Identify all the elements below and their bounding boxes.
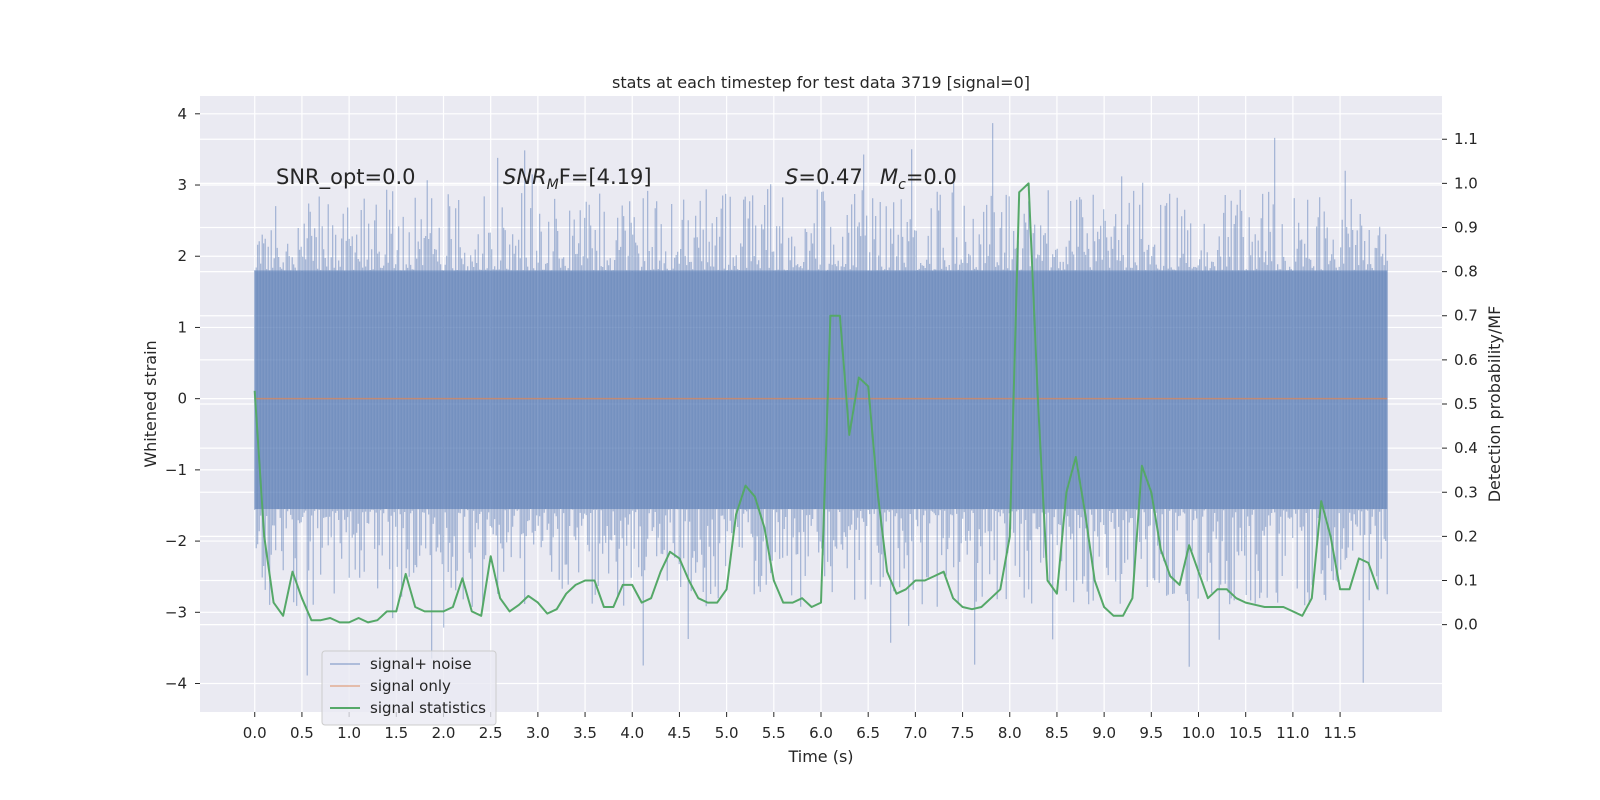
x-tick-label: 8.5 bbox=[1045, 724, 1069, 742]
signal-statistics-line bbox=[253, 182, 1379, 624]
y-left-tick-label: 3 bbox=[177, 176, 187, 194]
x-tick-label: 0.0 bbox=[243, 724, 267, 742]
annotation-snr-mf-symbol: SNR bbox=[503, 165, 547, 189]
y-left-tick-label: 2 bbox=[177, 247, 187, 265]
legend-label-signal-plus-noise: signal+ noise bbox=[370, 655, 472, 673]
x-tick-label: 10.0 bbox=[1182, 724, 1215, 742]
x-axis-ticks: 0.0 0.5 1.0 1.5 2.0 2.5 3.0 3.5 4.0 4.5 5.0 5.5 6.0 6… bbox=[243, 712, 1357, 742]
legend: signal+ noise signal only signal statist… bbox=[321, 650, 497, 726]
y-right-tick-label: 0.6 bbox=[1454, 351, 1478, 369]
x-tick-label: 11.5 bbox=[1323, 724, 1356, 742]
x-tick-label: 2.0 bbox=[432, 724, 456, 742]
y-right-tick-label: 0.7 bbox=[1454, 307, 1478, 325]
x-tick-label: 0.5 bbox=[290, 724, 314, 742]
series-signal-statistics bbox=[253, 182, 1379, 624]
annotation-mc-subscript: c bbox=[898, 177, 906, 193]
x-tick-label: 9.5 bbox=[1139, 724, 1163, 742]
y-left-axis-ticks: −4 −3 −2 −1 0 1 2 3 4 bbox=[165, 105, 200, 693]
x-tick-label: 6.5 bbox=[856, 724, 880, 742]
y-left-tick-label: 4 bbox=[177, 105, 187, 123]
legend-label-signal-statistics: signal statistics bbox=[370, 699, 486, 717]
y-right-tick-label: 0.2 bbox=[1454, 527, 1478, 545]
y-right-tick-label: 0.3 bbox=[1454, 483, 1478, 501]
y-right-axis-ticks: 0.0 0.1 0.2 0.3 0.4 0.5 0.6 0.7 0.8 0.9 1.0 1.1 bbox=[1442, 130, 1478, 634]
x-axis-label: Time (s) bbox=[787, 747, 853, 766]
y-right-tick-label: 0.5 bbox=[1454, 395, 1478, 413]
x-tick-label: 8.0 bbox=[998, 724, 1022, 742]
chart-title: stats at each timestep for test data 371… bbox=[612, 73, 1030, 92]
series-signal-plus-noise bbox=[254, 123, 1388, 683]
noise-spikes bbox=[254, 123, 1388, 683]
x-tick-label: 3.0 bbox=[526, 724, 550, 742]
legend-label-signal-only: signal only bbox=[370, 677, 451, 695]
annotation-snr-mf-subscript: M bbox=[547, 177, 559, 193]
y-right-tick-label: 0.0 bbox=[1454, 616, 1478, 634]
x-tick-label: 4.0 bbox=[620, 724, 644, 742]
annotation-mc-value: =0.0 bbox=[906, 165, 957, 189]
x-tick-label: 2.5 bbox=[479, 724, 503, 742]
y-left-tick-label: 0 bbox=[177, 390, 187, 408]
y-left-tick-label: −4 bbox=[165, 675, 187, 693]
y-right-tick-label: 0.9 bbox=[1454, 218, 1478, 236]
y-right-tick-label: 0.4 bbox=[1454, 439, 1478, 457]
x-tick-label: 1.0 bbox=[337, 724, 361, 742]
y-left-axis-label: Whitened strain bbox=[141, 340, 160, 467]
x-tick-label: 5.5 bbox=[762, 724, 786, 742]
x-tick-label: 7.0 bbox=[903, 724, 927, 742]
annotation-mc: Mc=0.0 bbox=[880, 165, 957, 193]
x-tick-label: 11.0 bbox=[1276, 724, 1309, 742]
annotation-s: S=0.47 bbox=[785, 165, 863, 189]
annotation-snr-mf: SNRMF=[4.19] bbox=[503, 165, 652, 193]
x-tick-label: 6.0 bbox=[809, 724, 833, 742]
x-tick-label: 4.5 bbox=[668, 724, 692, 742]
y-left-tick-label: −1 bbox=[165, 461, 187, 479]
annotation-snr-opt: SNR_opt=0.0 bbox=[276, 165, 416, 190]
x-tick-label: 5.0 bbox=[715, 724, 739, 742]
y-left-tick-label: 1 bbox=[177, 318, 187, 336]
x-tick-label: 1.5 bbox=[384, 724, 408, 742]
y-left-tick-label: −3 bbox=[165, 603, 187, 621]
x-tick-label: 3.5 bbox=[573, 724, 597, 742]
x-tick-label: 7.5 bbox=[951, 724, 975, 742]
annotation-s-value: =0.47 bbox=[798, 165, 862, 189]
y-right-axis-label: Detection probability/MF bbox=[1485, 306, 1504, 503]
annotation-snr-mf-value: F=[4.19] bbox=[559, 165, 652, 189]
annotation-s-symbol: S bbox=[785, 165, 798, 189]
y-right-tick-label: 0.8 bbox=[1454, 263, 1478, 281]
y-left-tick-label: −2 bbox=[165, 532, 187, 550]
annotation-mc-symbol: M bbox=[880, 165, 898, 189]
y-right-tick-label: 1.0 bbox=[1454, 174, 1478, 192]
legend-box bbox=[321, 650, 497, 726]
y-right-tick-label: 1.1 bbox=[1454, 130, 1478, 148]
y-right-tick-label: 0.1 bbox=[1454, 572, 1478, 590]
x-tick-label: 9.0 bbox=[1092, 724, 1116, 742]
x-tick-label: 10.5 bbox=[1229, 724, 1262, 742]
